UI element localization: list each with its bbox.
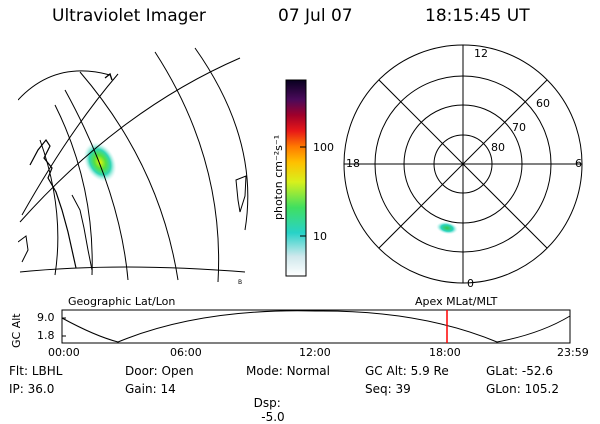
time-tick-0600: 06:00 — [170, 346, 202, 359]
altitude-ytick-low: 1.8 — [37, 329, 55, 342]
info-gc-alt: GC Alt: 5.9 Re — [365, 364, 449, 378]
info-door-label: Door: — [125, 364, 158, 378]
color-bar — [285, 79, 307, 277]
instrument-title: Ultraviolet Imager — [52, 6, 206, 26]
info-ip: IP: 36.0 — [9, 382, 54, 396]
info-filter-label: Flt: — [9, 364, 28, 378]
info-ip-value: 36.0 — [27, 382, 55, 396]
time-label: 18:15:45 UT — [425, 6, 530, 26]
time-tick-1200: 12:00 — [299, 346, 331, 359]
info-dsp-value: -5.0 — [253, 410, 285, 424]
colorbar-tick-10: 10 — [313, 230, 327, 243]
info-gain-value: 14 — [160, 382, 176, 396]
polar-plot — [343, 44, 583, 284]
mlt-label-0: 0 — [467, 277, 474, 290]
date-label: 07 Jul 07 — [278, 6, 353, 26]
info-dsp-label: Dsp: — [253, 396, 281, 410]
imager-graphics: B — [18, 44, 583, 344]
colorbar-tick-100: 100 — [313, 141, 334, 154]
info-glat-label: GLat: — [486, 364, 519, 378]
mlt-label-12: 12 — [474, 47, 488, 60]
info-glat-value: -52.6 — [521, 364, 553, 378]
lat-label-60: 60 — [536, 97, 550, 110]
time-tick-1800: 18:00 — [429, 346, 461, 359]
info-mode-label: Mode: — [246, 364, 283, 378]
info-mode-value: Normal — [286, 364, 330, 378]
colorbar-unit-label: photon cm⁻²s⁻¹ — [272, 134, 285, 220]
geographic-map — [18, 47, 249, 283]
info-gc-alt-value: 5.9 Re — [410, 364, 449, 378]
info-filter: Flt: LBHL — [9, 364, 62, 378]
info-dsp: Dsp: -5.0 — [246, 382, 285, 424]
apex-coordinate-label: Apex MLat/MLT — [415, 295, 498, 308]
info-seq-label: Seq: — [365, 382, 392, 396]
info-seq: Seq: 39 — [365, 382, 411, 396]
lat-label-80: 80 — [491, 141, 505, 154]
altitude-plot — [61, 309, 571, 344]
info-seq-value: 39 — [395, 382, 411, 396]
info-glat: GLat: -52.6 — [486, 364, 553, 378]
time-tick-2359: 23:59 — [557, 346, 589, 359]
info-ip-label: IP: — [9, 382, 24, 396]
info-glon: GLon: 105.2 — [486, 382, 559, 396]
lat-label-70: 70 — [512, 121, 526, 134]
mlt-label-18: 18 — [346, 157, 360, 170]
info-gain-label: Gain: — [125, 382, 157, 396]
mlt-label-6: 6 — [575, 157, 582, 170]
info-gain: Gain: 14 — [125, 382, 176, 396]
info-door-value: Open — [161, 364, 194, 378]
map-coordinate-label: Geographic Lat/Lon — [68, 295, 176, 308]
info-door: Door: Open — [125, 364, 194, 378]
info-filter-value: LBHL — [31, 364, 63, 378]
info-gc-alt-label: GC Alt: — [365, 364, 407, 378]
info-mode: Mode: Normal — [246, 364, 330, 378]
info-glon-value: 105.2 — [524, 382, 559, 396]
altitude-ytick-high: 9.0 — [37, 311, 55, 324]
info-glon-label: GLon: — [486, 382, 521, 396]
map-corner-mark: B — [238, 279, 242, 286]
time-tick-0000: 00:00 — [48, 346, 80, 359]
altitude-ylabel: GC Alt — [10, 313, 23, 348]
